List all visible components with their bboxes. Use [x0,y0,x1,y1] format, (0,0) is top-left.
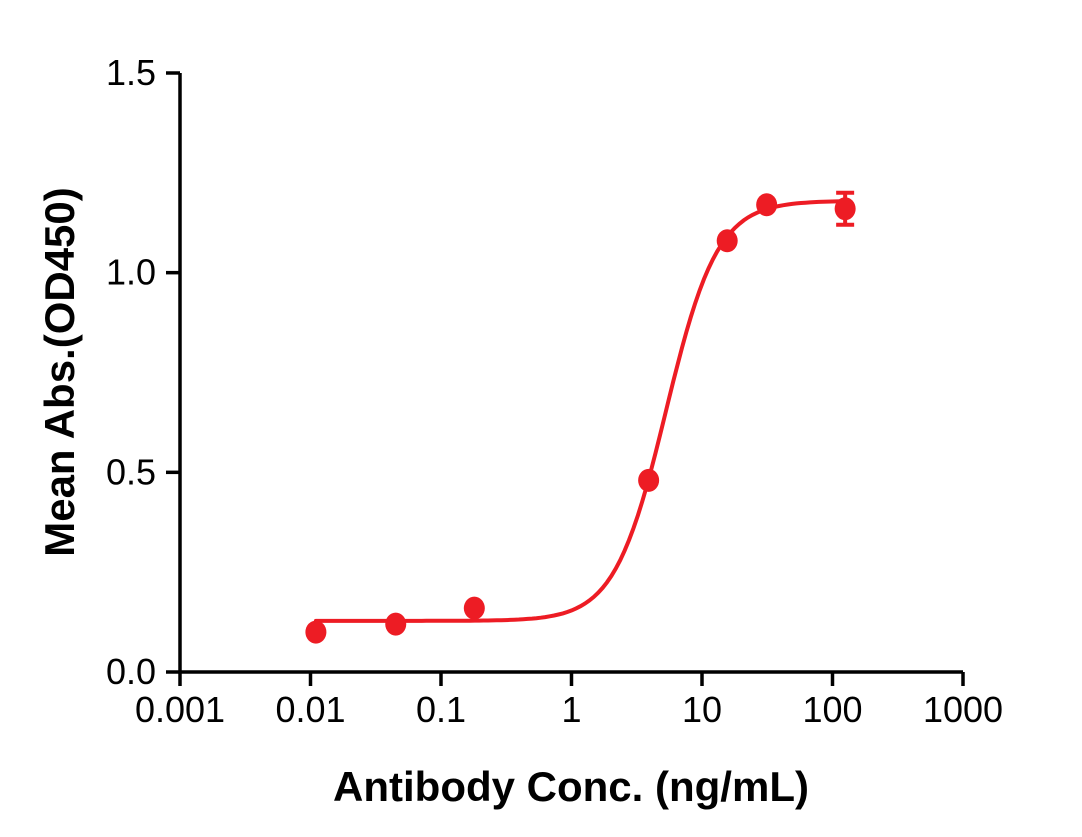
x-tick-label: 1 [561,689,581,730]
data-point [756,193,778,217]
y-tick-label: 0.5 [106,451,156,492]
y-tick-label: 1.5 [106,52,156,93]
y-tick-label: 0.0 [106,651,156,692]
data-point [305,620,327,644]
data-point [385,612,407,636]
x-tick-label: 10 [682,689,722,730]
x-tick-label: 0.1 [416,689,466,730]
data-point [834,197,856,221]
fit-curve [313,199,848,623]
data-point [638,468,660,492]
y-axis-title: Mean Abs.(OD450) [36,187,83,557]
axes-frame [178,73,963,674]
x-axis-title: Antibody Conc. (ng/mL) [333,763,809,810]
x-tick-label: 0.01 [275,689,345,730]
data-point [716,229,738,253]
x-tick-label: 1000 [923,689,1003,730]
data-point [463,596,485,620]
plot-area: 0.001 0.01 0.1 1 10 100 1000 0.0 0.5 1.0 1.5 [106,52,1003,730]
x-tick-label: 0.001 [135,689,225,730]
x-tick-label: 100 [802,689,862,730]
y-tick-label: 1.0 [106,252,156,293]
